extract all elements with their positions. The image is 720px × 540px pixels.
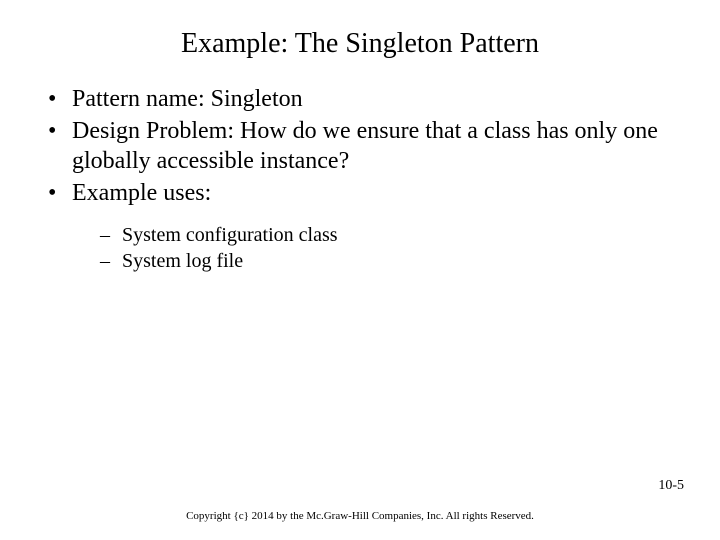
bullet-text: Pattern name: Singleton xyxy=(72,86,303,112)
sub-bullet-text: System log file xyxy=(122,250,243,272)
slide-title: Example: The Singleton Pattern xyxy=(40,28,680,60)
bullet-list: Pattern name: Singleton Design Problem: … xyxy=(40,84,680,274)
bullet-item: Pattern name: Singleton xyxy=(46,84,680,114)
page-number: 10-5 xyxy=(658,478,684,494)
sub-bullet-text: System configuration class xyxy=(122,224,338,246)
bullet-text: Example uses: xyxy=(72,180,211,206)
sub-bullet-item: System configuration class xyxy=(100,222,680,248)
sub-bullet-item: System log file xyxy=(100,248,680,274)
copyright-text: Copyright {c} 2014 by the Mc.Graw-Hill C… xyxy=(0,510,720,522)
bullet-item: Design Problem: How do we ensure that a … xyxy=(46,116,680,176)
slide: Example: The Singleton Pattern Pattern n… xyxy=(0,0,720,540)
sub-bullet-list: System configuration class System log fi… xyxy=(72,222,680,274)
bullet-text: Design Problem: How do we ensure that a … xyxy=(72,118,658,174)
bullet-item: Example uses: System configuration class… xyxy=(46,178,680,274)
